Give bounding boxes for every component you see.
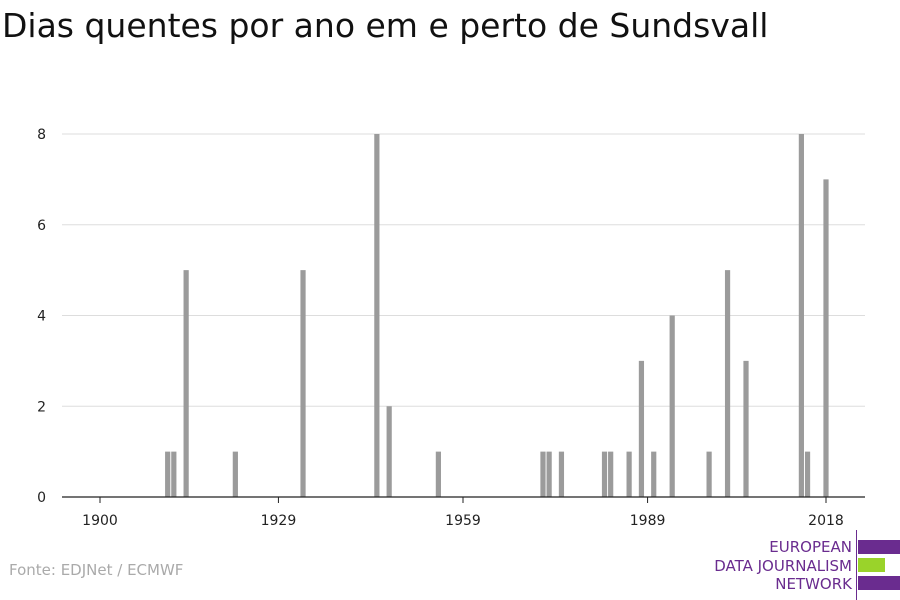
edjnet-logo: EUROPEAN DATA JOURNALISM NETWORK [700, 530, 900, 600]
y-tick-label: 2 [37, 399, 46, 415]
bar-1947 [386, 406, 392, 497]
bar-1911 [165, 451, 171, 497]
bars [165, 134, 829, 497]
logo-bar-purple-bottom [858, 576, 900, 590]
bar-2014 [798, 134, 804, 497]
bar-1983 [608, 451, 614, 497]
logo-divider [856, 530, 857, 600]
bar-1993 [669, 315, 675, 497]
y-tick-label: 8 [37, 127, 46, 143]
x-tick-label: 1989 [630, 513, 666, 529]
logo-text-data-journalism: DATA JOURNALISM [714, 557, 852, 575]
logo-text-network: NETWORK [775, 575, 852, 593]
bar-1945 [374, 134, 380, 497]
y-tick-label: 4 [37, 309, 46, 325]
bar-1955 [435, 451, 441, 497]
bar-1914 [183, 270, 189, 497]
logo-bar-green [858, 558, 885, 572]
bar-2005 [743, 360, 749, 497]
bar-1990 [651, 451, 657, 497]
bar-2015 [804, 451, 811, 497]
bar-1922 [232, 451, 238, 497]
bar-1988 [638, 360, 645, 497]
x-tick-label: 1900 [82, 513, 118, 529]
x-axis-ticks: 1900 1929 1959 1989 2018 [82, 497, 844, 529]
bar-1982 [601, 451, 608, 497]
y-tick-label: 0 [37, 490, 46, 506]
y-axis-ticks: 0 2 4 6 8 [37, 127, 46, 506]
bar-2002 [724, 270, 731, 497]
bar-1975 [558, 451, 565, 497]
logo-text-european: EUROPEAN [769, 538, 852, 556]
bar-2018 [823, 179, 829, 497]
logo-bar-purple-top [858, 540, 900, 554]
gridlines [62, 133, 865, 407]
bar-1933 [300, 270, 306, 497]
x-tick-label: 2018 [808, 513, 844, 529]
x-tick-label: 1929 [261, 513, 297, 529]
x-tick-label: 1959 [445, 513, 481, 529]
bar-1999 [706, 451, 712, 497]
source-note: Fonte: EDJNet / ECMWF [9, 561, 184, 579]
bar-1972 [540, 451, 546, 497]
y-tick-label: 6 [37, 218, 46, 234]
chart-title: Dias quentes por ano em e perto de Sunds… [2, 6, 769, 45]
bar-1973 [546, 451, 552, 497]
bar-1912 [171, 451, 177, 497]
bar-1986 [626, 451, 632, 497]
